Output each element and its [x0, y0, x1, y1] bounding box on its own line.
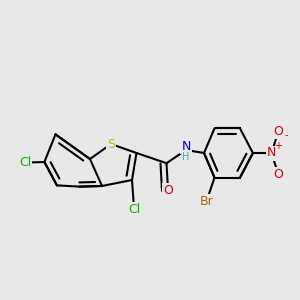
Text: -: -: [284, 130, 288, 140]
Text: S: S: [107, 137, 115, 151]
Text: N: N: [267, 146, 276, 160]
Text: Cl: Cl: [128, 203, 140, 216]
Text: O: O: [274, 168, 283, 181]
Text: Cl: Cl: [19, 156, 31, 169]
Text: O: O: [274, 125, 283, 138]
Text: H: H: [182, 152, 190, 162]
Text: Br: Br: [200, 195, 213, 208]
Text: +: +: [274, 141, 282, 152]
Text: O: O: [163, 184, 173, 197]
Text: N: N: [181, 140, 191, 153]
